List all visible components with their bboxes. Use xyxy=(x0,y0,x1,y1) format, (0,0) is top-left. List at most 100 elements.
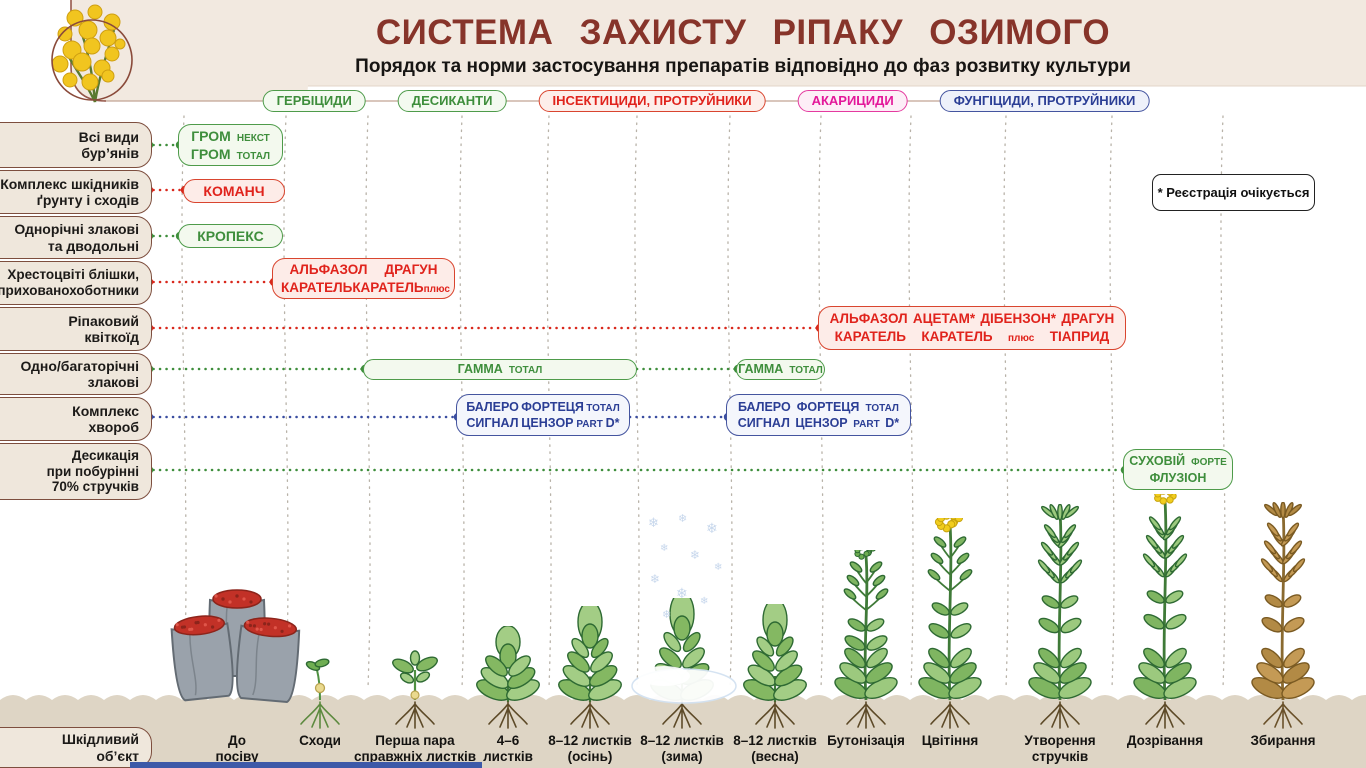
snowflake-icon: ❄ xyxy=(650,572,661,586)
snowflake-icon: ❄ xyxy=(648,515,659,530)
phase-label-4: 8–12 листків (осінь) xyxy=(548,733,632,764)
pest-row-label: Одно/багаторічні злакові xyxy=(20,357,139,390)
product-name: ТОТАЛ xyxy=(789,365,823,377)
product-name: ФОРТЕЦЯ xyxy=(796,399,860,414)
legend-pill-desiccants: ДЕСИКАНТИ xyxy=(397,90,507,112)
phase-label-2: Перша пара справжніх листків xyxy=(353,733,477,764)
product-name: КОМАНЧ xyxy=(203,182,265,199)
phase-label-8: Цвітіння xyxy=(921,733,979,748)
phase-label-6: 8–12 листків (весна) xyxy=(733,733,817,764)
pest-row-pest-object: Шкідливий об’єкт xyxy=(0,727,152,768)
plant-rosette-spring xyxy=(743,604,807,729)
legend-pill-herbicides: ГЕРБІЦИДИ xyxy=(262,90,366,112)
product-box-gamma-autumn: ГАММА ТОТАЛ xyxy=(363,359,637,380)
product-name: АЛЬФАЗОЛ xyxy=(289,261,368,277)
pest-row-diseases: Комплекс хвороб xyxy=(0,397,152,441)
phase-label-11: Збирання xyxy=(1250,733,1316,748)
pest-row-label: Десикація при побурінні 70% стручків xyxy=(46,448,139,495)
pest-row-weeds: Всі види бур’янів xyxy=(0,122,152,168)
product-name: ФОРТЕЦЯ xyxy=(521,399,584,414)
phase-separator xyxy=(365,115,371,689)
phase-label-1: Сходи xyxy=(299,733,341,748)
product-box-balero-spring: БАЛЕРО ФОРТЕЦЯ ТОТАЛ СИГНАЛ ЦЕНЗОР PART D* xyxy=(726,394,911,436)
product-name: БАЛЕРО xyxy=(738,399,791,414)
product-name: ТОТАЛ xyxy=(865,402,899,414)
product-name: КАРАТЕЛЬ xyxy=(834,329,906,344)
pest-row-grasses: Одно/багаторічні злакові xyxy=(0,353,152,395)
rapeseed-flower-icon xyxy=(51,4,133,103)
legend-pill-acaricides: АКАРИЦИДИ xyxy=(797,90,908,112)
pest-row-annual-weeds: Однорічні злакові та дводольні xyxy=(0,216,152,259)
snowflake-icon: ❄ xyxy=(662,609,672,621)
product-name: ТОТАЛ xyxy=(586,402,620,414)
product-box-kropeks: КРОПЕКС xyxy=(178,224,283,248)
product-box-alfazol-spring: АЛЬФАЗОЛ АЦЕТАМ* ДІБЕНЗОН* ДРАГУН КАРАТЕЛЬ КА… xyxy=(818,306,1126,350)
plant-flowering xyxy=(918,518,982,729)
pest-row-label: Комплекс шкідників ґрунту і сходів xyxy=(0,175,139,208)
snowflake-icon: ❄ xyxy=(706,520,718,536)
page-title: СИСТЕМА ЗАХИСТУ РІПАКУ ОЗИМОГО xyxy=(375,13,1111,52)
product-name: ДРАГУН xyxy=(1061,311,1115,327)
snowflake-icon: ❄ xyxy=(700,596,709,607)
plant-rosette-autumn xyxy=(558,606,622,729)
product-name: плюс xyxy=(1007,333,1035,344)
pest-row-pollen-beetle: Ріпаковий квіткоїд xyxy=(0,307,152,351)
product-name: ФОРТЕ xyxy=(1191,457,1227,469)
plant-rosette-small xyxy=(476,626,540,729)
product-name: ДРАГУН xyxy=(384,261,438,277)
product-box-alfazol-autumn: АЛЬФАЗОЛ ДРАГУН КАРАТЕЛЬ КАРАТЕЛЬ плюс xyxy=(272,258,455,299)
ground-strip xyxy=(0,695,1366,768)
product-name: D* xyxy=(885,416,900,430)
product-name: КАРАТЕЛЬ xyxy=(352,279,424,295)
product-name: НЕКСТ xyxy=(236,132,270,144)
pest-row-label: Комплекс хвороб xyxy=(72,402,139,435)
pest-row-label: Ріпаковий квіткоїд xyxy=(68,312,139,345)
product-name: ЦЕНЗОР xyxy=(795,416,848,430)
phase-label-7: Бутонізація xyxy=(827,733,905,748)
product-name: АЦЕТАМ* xyxy=(912,311,976,327)
product-name: АЛЬФАЗОЛ xyxy=(829,311,908,327)
product-name: СУХОВІЙ xyxy=(1129,454,1186,469)
product-name: ГРОМ xyxy=(191,127,231,144)
plant-rosette-winter xyxy=(631,598,737,729)
product-name: КАРАТЕЛЬ xyxy=(921,329,993,344)
product-box-gamma-spring: ГАММА ТОТАЛ xyxy=(736,359,825,380)
product-name: ГАММА xyxy=(738,362,784,377)
pest-row-flea-beetles: Хрестоцвіті блішки, прихованохоботники xyxy=(0,261,152,305)
phase-separator xyxy=(908,115,914,689)
plant-seed-bags xyxy=(170,589,301,704)
phase-label-3: 4–6 листків xyxy=(483,733,533,764)
product-name: ДІБЕНЗОН* xyxy=(980,311,1057,327)
registration-note: * Реєстрація очікується xyxy=(1152,174,1315,211)
plant-sprout xyxy=(300,658,340,729)
legend: ГЕРБІЦИДИ ДЕСИКАНТИ ІНСЕКТИЦИДИ, ПРОТРУЙНИ… xyxy=(262,90,1150,112)
phase-label-5: 8–12 листків (зима) xyxy=(640,733,724,764)
plant-pod-formation xyxy=(1028,504,1092,729)
phase-separator xyxy=(1003,115,1009,689)
product-box-sukhoviy: СУХОВІЙ ФОРТЕ ФЛУЗІОН xyxy=(1123,449,1233,490)
plant-mature-dry xyxy=(1251,502,1315,729)
snowflake-icon: ❄ xyxy=(660,543,669,554)
legend-pill-insecticides: ІНСЕКТИЦИДИ, ПРОТРУЙНИКИ xyxy=(538,90,766,112)
legend-pill-fungicides: ФУНГІЦИДИ, ПРОТРУЙНИКИ xyxy=(939,90,1150,112)
phase-separator xyxy=(1109,115,1115,689)
product-name: ФЛУЗІОН xyxy=(1149,470,1207,485)
phase-label-0: До посіву xyxy=(215,733,259,764)
product-name: плюс xyxy=(423,283,450,295)
product-name: ЦЕНЗОР xyxy=(521,416,574,430)
product-name: ТОТАЛ xyxy=(508,365,543,377)
snowflake-icon: ❄ xyxy=(714,562,723,573)
plant-first-leaves xyxy=(392,650,438,729)
pest-row-label: Всі види бур’янів xyxy=(78,128,139,161)
product-name: КРОПЕКС xyxy=(197,227,264,244)
pest-row-label: Однорічні злакові та дводольні xyxy=(14,221,139,254)
pest-row-desiccation: Десикація при побурінні 70% стручків xyxy=(0,443,152,500)
product-name: КАРАТЕЛЬ xyxy=(281,279,353,295)
product-name: СИГНАЛ xyxy=(737,416,790,430)
product-name: PART xyxy=(853,419,880,430)
pest-row-label: Шкідливий об’єкт xyxy=(61,731,139,764)
product-name: ТОТАЛ xyxy=(236,151,271,162)
snowflake-icon: ❄ xyxy=(690,548,701,562)
product-name: ГРОМ xyxy=(190,146,231,162)
